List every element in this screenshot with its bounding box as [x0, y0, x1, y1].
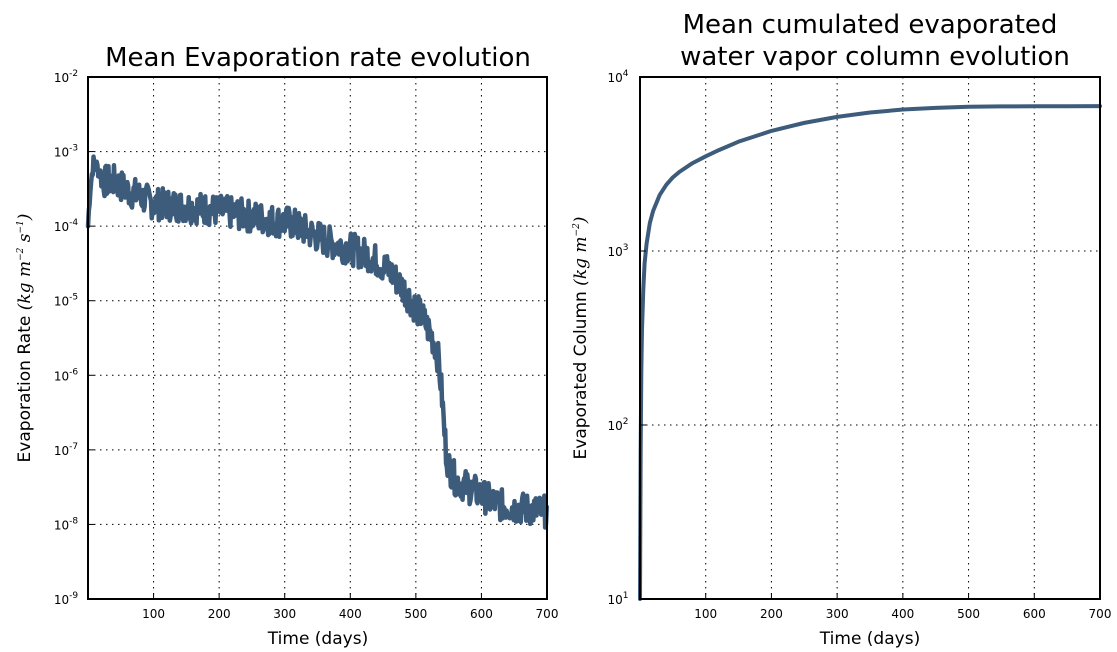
- left-y-tick-label: 10-2: [54, 69, 78, 85]
- left-chart-title: Mean Evaporation rate evolution: [105, 43, 531, 73]
- left-y-axis-label: Evaporation Rate (kg m−2 s−1): [15, 214, 35, 463]
- right-plot-frame: [639, 76, 1101, 600]
- left-y-axis-label-text: Evaporation Rate: [15, 316, 35, 463]
- left-y-tick-label: 10-9: [54, 591, 79, 607]
- left-y-axis-unit: (kg m−2 s−1): [15, 214, 35, 311]
- right-y-axis-unit: (kg m−2): [571, 217, 591, 286]
- right-x-tick-label: 500: [957, 607, 980, 621]
- right-y-axis-label: Evaporated Column (kg m−2): [571, 217, 591, 460]
- left-plot-frame: [87, 76, 548, 600]
- left-y-tick-label: 10-7: [54, 442, 78, 458]
- right-chart-title-line-2: water vapor column evolution: [680, 42, 1070, 72]
- right-x-tick-label: 100: [694, 607, 717, 621]
- left-x-tick-label: 700: [536, 607, 559, 621]
- left-y-tick-label: 10-8: [54, 516, 79, 532]
- right-y-tick-label: 101: [607, 591, 628, 607]
- right-x-tick-label: 600: [1023, 607, 1046, 621]
- right-y-tick-label: 103: [607, 243, 628, 259]
- right-y-tick-label: 104: [607, 69, 628, 85]
- right-x-axis-label: Time (days): [819, 629, 920, 649]
- right-x-tick-label: 700: [1089, 607, 1112, 621]
- right-x-tick-label: 200: [760, 607, 783, 621]
- left-panel: Mean Evaporation rate evolution 100 200 30…: [15, 43, 558, 649]
- left-grid: [88, 77, 547, 599]
- left-series: [85, 154, 549, 530]
- left-x-tick-label: 600: [470, 607, 493, 621]
- right-chart-title-line-1: Mean cumulated evaporated: [683, 10, 1058, 40]
- left-y-tick-label: 10-4: [54, 218, 79, 234]
- right-x-ticks: 100 200 300 400 500 600 700: [694, 593, 1111, 621]
- left-y-tick-label: 10-5: [54, 293, 78, 309]
- left-y-ticks: 10-9 10-8 10-7 10-6 10-5 10-4 10-3 10-2: [54, 69, 94, 607]
- left-x-tick-label: 500: [404, 607, 427, 621]
- left-x-axis-label: Time (days): [267, 629, 368, 649]
- right-y-tick-label: 102: [607, 417, 628, 433]
- right-x-tick-label: 300: [826, 607, 849, 621]
- left-x-ticks: 100 200 300 400 500 600 700: [142, 593, 558, 621]
- right-x-tick-label: 400: [891, 607, 914, 621]
- left-y-tick-label: 10-3: [54, 144, 78, 160]
- left-x-tick-label: 400: [339, 607, 362, 621]
- right-series: [638, 104, 1102, 601]
- left-y-tick-label: 10-6: [54, 367, 79, 383]
- right-series-line: [638, 104, 1102, 601]
- left-series-line: [85, 154, 549, 530]
- left-x-tick-label: 300: [273, 607, 296, 621]
- left-x-tick-label: 200: [208, 607, 231, 621]
- left-x-tick-label: 100: [142, 607, 165, 621]
- right-y-ticks: 101 102 103 104: [607, 69, 646, 607]
- right-panel: Mean cumulated evaporated water vapor co…: [571, 10, 1111, 649]
- right-y-axis-label-text: Evaporated Column: [571, 291, 591, 459]
